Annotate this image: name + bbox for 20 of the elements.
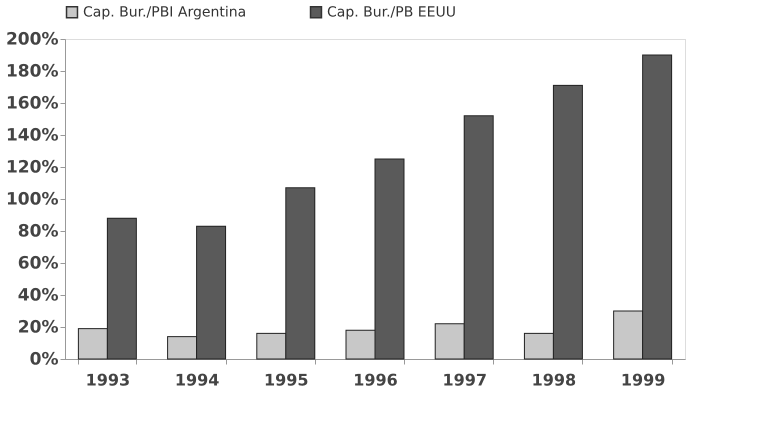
y-tick-label: 140% xyxy=(6,126,58,146)
y-tick-label: 0% xyxy=(30,350,58,370)
y-tick-label: 80% xyxy=(18,222,58,242)
legend-label: Cap. Bur./PBI Argentina xyxy=(83,4,246,20)
legend-label: Cap. Bur./PB EEUU xyxy=(327,4,456,20)
x-tick-label: 1999 xyxy=(620,370,666,390)
y-tick-label: 60% xyxy=(18,254,58,274)
y-tick-label: 180% xyxy=(6,62,58,82)
y-tick-label: 40% xyxy=(18,286,58,306)
y-tick-label: 200% xyxy=(6,30,58,50)
y-tick-label: 100% xyxy=(6,190,58,210)
x-tick-label: 1997 xyxy=(442,370,487,390)
y-tick-label: 160% xyxy=(6,94,58,114)
x-tick-label: 1993 xyxy=(86,370,130,390)
y-tick-label: 20% xyxy=(18,318,58,338)
x-tick-label: 1994 xyxy=(174,370,220,390)
x-tick-label: 1996 xyxy=(353,370,398,390)
x-tick-label: 1998 xyxy=(532,370,576,390)
x-tick-label: 1995 xyxy=(264,370,309,390)
y-tick-label: 120% xyxy=(6,158,58,178)
